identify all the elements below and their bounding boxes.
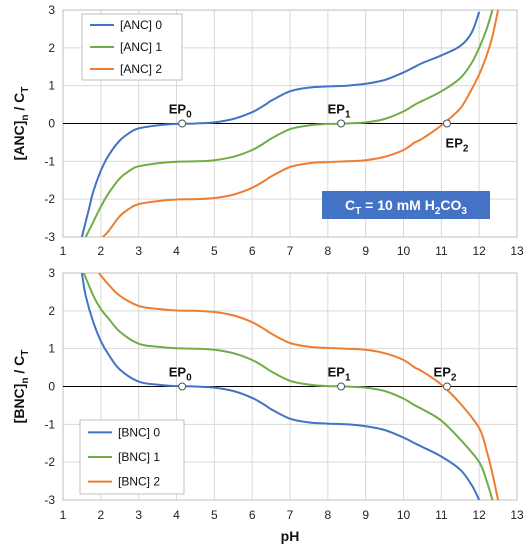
y-tick-label: -3 (44, 493, 55, 507)
y-tick-label: 1 (48, 79, 55, 93)
x-tick-label: 5 (211, 244, 218, 258)
series-line-2 (98, 273, 500, 500)
x-tick-label: 6 (249, 508, 256, 522)
x-tick-label: 3 (135, 508, 142, 522)
equivalence-point-label: EP0 (169, 102, 192, 121)
x-tick-label: 8 (324, 244, 331, 258)
y-tick-label: 3 (48, 266, 55, 280)
ep-label-sub: 1 (345, 373, 351, 384)
ep-label-main: EP (328, 365, 346, 380)
equivalence-point-marker (178, 382, 187, 391)
y-axis-label-main: [BNC] (11, 384, 27, 424)
series-line-0 (80, 273, 481, 500)
y-tick-label: 0 (48, 117, 55, 131)
y-tick-label: 1 (48, 342, 55, 356)
y-tick-label: 0 (48, 380, 55, 394)
x-tick-label: 5 (211, 508, 218, 522)
equivalence-point-label: EP2 (446, 136, 469, 155)
x-tick-label: 12 (472, 508, 486, 522)
series-line-2 (102, 10, 500, 237)
legend-label: [BNC] 0 (118, 425, 160, 439)
series-line-1 (84, 10, 494, 237)
legend-label: [ANC] 2 (120, 62, 162, 76)
x-tick-label: 10 (397, 244, 411, 258)
x-tick-label: 3 (135, 244, 142, 258)
equivalence-point-marker (443, 382, 452, 391)
y-tick-label: -2 (44, 455, 55, 469)
equivalence-point-marker (443, 119, 452, 128)
ep-label-main: EP (169, 365, 187, 380)
concentration-label-value: = 10 mM H (361, 197, 435, 213)
concentration-label-2: 2 (435, 206, 441, 217)
y-tick-label: 3 (48, 3, 55, 17)
x-tick-label: 7 (287, 508, 294, 522)
legend-label: [BNC] 2 (118, 475, 160, 489)
ep-label-sub: 2 (451, 373, 457, 384)
x-tick-label: 9 (362, 508, 369, 522)
equivalence-point-label: EP1 (328, 365, 351, 384)
x-tick-label: 9 (362, 244, 369, 258)
y-axis-label-main: [ANC] (11, 121, 27, 161)
legend-label: [ANC] 0 (120, 18, 162, 32)
y-axis-label-sub2: T (20, 350, 31, 356)
concentration-badge (322, 191, 490, 219)
y-tick-label: -3 (44, 230, 55, 244)
y-axis-label-sub: n (20, 115, 31, 121)
series-line-0 (80, 11, 481, 237)
ep-label-sub: 2 (463, 144, 469, 155)
concentration-label-3: 3 (461, 206, 467, 217)
y-tick-label: 2 (48, 304, 55, 318)
x-tick-label: 12 (472, 244, 486, 258)
x-tick-label: 7 (287, 244, 294, 258)
concentration-label-c: C (345, 197, 355, 213)
x-tick-label: 13 (510, 244, 524, 258)
x-tick-label: 2 (97, 508, 104, 522)
y-tick-label: -1 (44, 154, 55, 168)
y-tick-label: -1 (44, 417, 55, 431)
equivalence-point-label: EP1 (328, 102, 351, 121)
y-axis-label-sub2: T (20, 87, 31, 93)
x-tick-label: 10 (397, 508, 411, 522)
ep-label-main: EP (328, 102, 346, 117)
legend-label: [BNC] 1 (118, 450, 160, 464)
ep-label-sub: 0 (186, 110, 192, 121)
y-axis-label-mid: / C (11, 356, 27, 378)
legend-label: [ANC] 1 (120, 40, 162, 54)
equivalence-point-marker (337, 382, 346, 391)
concentration-label-t: T (355, 206, 361, 217)
ep-label-main: EP (169, 102, 187, 117)
x-tick-label: 13 (510, 508, 524, 522)
concentration-label-co: CO (440, 197, 461, 213)
ep-label-sub: 1 (345, 110, 351, 121)
x-tick-label: 4 (173, 244, 180, 258)
equivalence-point-marker (337, 119, 346, 128)
y-axis-label: [ANC]n / CT (11, 87, 31, 161)
y-axis-label: [BNC]n / CT (11, 350, 31, 424)
x-tick-label: 4 (173, 508, 180, 522)
y-axis-label-mid: / C (11, 93, 27, 115)
y-axis-label-sub: n (20, 378, 31, 384)
x-tick-label: 1 (60, 508, 67, 522)
equivalence-point-marker (178, 119, 187, 128)
x-tick-label: 6 (249, 244, 256, 258)
y-tick-label: -2 (44, 192, 55, 206)
x-tick-label: 2 (97, 244, 104, 258)
x-tick-label: 1 (60, 244, 67, 258)
equivalence-point-label: EP2 (434, 365, 457, 384)
ep-label-sub: 0 (186, 373, 192, 384)
x-tick-label: 8 (324, 508, 331, 522)
equivalence-point-label: EP0 (169, 365, 192, 384)
x-tick-label: 11 (435, 508, 448, 522)
concentration-label: CT = 10 mM H2CO3 (345, 197, 467, 217)
ep-label-main: EP (434, 365, 452, 380)
x-tick-label: 11 (435, 244, 448, 258)
x-axis-label: pH (281, 528, 300, 544)
y-tick-label: 2 (48, 41, 55, 55)
series-line-1 (82, 273, 494, 500)
ep-label-main: EP (446, 136, 464, 151)
